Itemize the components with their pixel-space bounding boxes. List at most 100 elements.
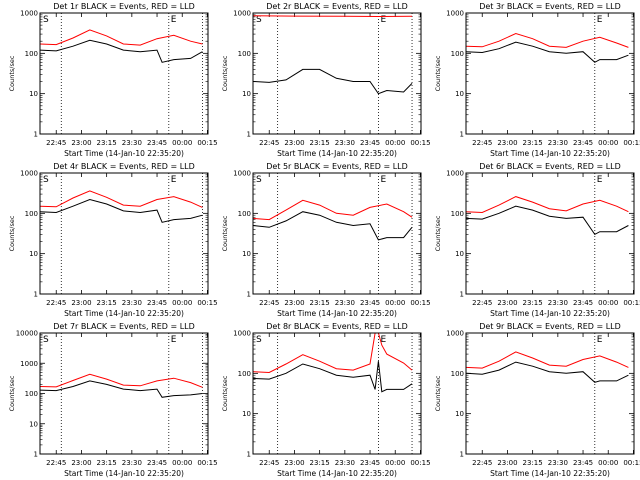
events-series-line [465, 41, 629, 63]
plot-frame [39, 332, 209, 455]
chart-panel: Det 7r BLACK = Events, RED = LLD Counts/s… [8, 322, 218, 478]
x-tick-label: 00:00 [172, 459, 192, 467]
chart-panel: Det 1r BLACK = Events, RED = LLD Counts/s… [8, 2, 218, 158]
x-tick-label: 23:15 [310, 459, 330, 467]
plot-frame [252, 12, 422, 135]
y-tick-label: 10 [455, 250, 464, 258]
x-tick-label: 23:15 [97, 299, 117, 307]
y-axis-label: Counts/sec [221, 375, 229, 411]
y-axis-label: Counts/sec [8, 55, 16, 91]
x-tick-label: 23:45 [147, 459, 167, 467]
x-tick-label: 23:00 [71, 459, 91, 467]
x-tick-label: 23:00 [284, 459, 304, 467]
x-axis-label: Start Time (14-Jan-10 22:35:20) [277, 309, 397, 318]
x-tick-label: 23:30 [335, 459, 355, 467]
interval-marker-label: E [597, 335, 603, 345]
y-tick-label: 10 [242, 410, 251, 418]
x-tick-label: 00:00 [598, 459, 618, 467]
y-tick-label: 100 [238, 210, 251, 218]
y-tick-label: 1000 [20, 360, 38, 368]
x-tick-label: 23:45 [360, 299, 380, 307]
interval-marker-label: E [380, 175, 386, 185]
chart-panel: Det 2r BLACK = Events, RED = LLD Counts/s… [221, 2, 431, 158]
chart-title: Det 6r BLACK = Events, RED = LLD [479, 162, 621, 171]
x-tick-label: 23:45 [573, 459, 593, 467]
y-axis-label: Counts/sec [434, 55, 442, 91]
y-tick-label: 100 [25, 390, 38, 398]
y-tick-label: 10 [242, 90, 251, 98]
x-tick-label: 00:00 [385, 299, 405, 307]
interval-marker-label: S [256, 175, 262, 185]
interval-marker-label: S [256, 335, 262, 345]
x-tick-label: 22:45 [46, 139, 66, 147]
y-tick-label: 1 [460, 131, 464, 139]
chart-title: Det 2r BLACK = Events, RED = LLD [266, 2, 408, 11]
x-axis-label: Start Time (14-Jan-10 22:35:20) [490, 149, 610, 158]
y-tick-label: 100 [238, 370, 251, 378]
events-series-line [39, 380, 203, 398]
chart-title: Det 7r BLACK = Events, RED = LLD [53, 322, 195, 331]
plot-frame [465, 172, 635, 295]
x-tick-label: 00:15 [410, 299, 430, 307]
y-axis-label: Counts/sec [434, 375, 442, 411]
x-tick-label: 00:00 [172, 299, 192, 307]
chart-title: Det 8r BLACK = Events, RED = LLD [266, 322, 408, 331]
x-tick-label: 23:30 [122, 299, 142, 307]
y-tick-label: 1 [460, 291, 464, 299]
y-tick-label: 1 [34, 291, 38, 299]
y-tick-label: 1000 [20, 10, 38, 18]
y-axis-label: Counts/sec [221, 215, 229, 251]
chart-panel: Det 4r BLACK = Events, RED = LLD Counts/s… [8, 162, 218, 318]
x-axis-label: Start Time (14-Jan-10 22:35:20) [64, 309, 184, 318]
x-tick-label: 23:00 [71, 139, 91, 147]
y-tick-label: 10 [242, 250, 251, 258]
x-tick-label: 22:45 [46, 299, 66, 307]
x-tick-label: 23:30 [122, 139, 142, 147]
y-tick-label: 1 [34, 451, 38, 459]
x-tick-label: 22:45 [259, 459, 279, 467]
lld-series-line [252, 332, 413, 374]
x-tick-label: 00:00 [385, 459, 405, 467]
chart-title: Det 4r BLACK = Events, RED = LLD [53, 162, 195, 171]
y-tick-label: 100 [451, 50, 464, 58]
x-tick-label: 22:45 [259, 299, 279, 307]
y-tick-label: 1000 [233, 10, 251, 18]
x-axis-label: Start Time (14-Jan-10 22:35:20) [490, 309, 610, 318]
chart-panel: Det 8r BLACK = Events, RED = LLD Counts/s… [221, 322, 431, 478]
plot-frame [465, 12, 635, 135]
x-tick-label: 23:00 [497, 459, 517, 467]
x-tick-label: 23:30 [548, 459, 568, 467]
y-tick-label: 1 [247, 451, 251, 459]
chart-panel: Det 6r BLACK = Events, RED = LLD Counts/s… [434, 162, 640, 318]
x-tick-label: 00:15 [197, 299, 217, 307]
x-axis-label: Start Time (14-Jan-10 22:35:20) [277, 469, 397, 478]
lld-series-line [39, 29, 203, 46]
y-tick-label: 10 [455, 410, 464, 418]
y-tick-label: 1000 [446, 170, 464, 178]
chart-title: Det 3r BLACK = Events, RED = LLD [479, 2, 621, 11]
interval-marker-label: E [380, 335, 386, 345]
x-tick-label: 00:15 [197, 459, 217, 467]
interval-marker-label: S [43, 15, 49, 25]
y-tick-label: 1000 [20, 170, 38, 178]
x-tick-label: 00:15 [197, 139, 217, 147]
plot-frame [39, 12, 209, 135]
y-axis-label: Counts/sec [8, 215, 16, 251]
y-tick-label: 100 [25, 50, 38, 58]
x-tick-label: 00:15 [623, 299, 640, 307]
y-tick-label: 100 [238, 50, 251, 58]
x-tick-label: 23:15 [523, 139, 543, 147]
interval-marker-label: E [171, 335, 177, 345]
y-tick-label: 10 [29, 420, 38, 428]
x-tick-label: 22:45 [46, 459, 66, 467]
x-tick-label: 23:15 [97, 139, 117, 147]
x-tick-label: 00:15 [410, 139, 430, 147]
x-tick-label: 23:30 [335, 299, 355, 307]
x-tick-label: 00:00 [598, 139, 618, 147]
x-tick-label: 22:45 [472, 459, 492, 467]
y-tick-label: 1000 [446, 10, 464, 18]
interval-marker-label: E [597, 175, 603, 185]
chart-panel: Det 3r BLACK = Events, RED = LLD Counts/s… [434, 2, 640, 158]
y-tick-label: 1 [460, 451, 464, 459]
